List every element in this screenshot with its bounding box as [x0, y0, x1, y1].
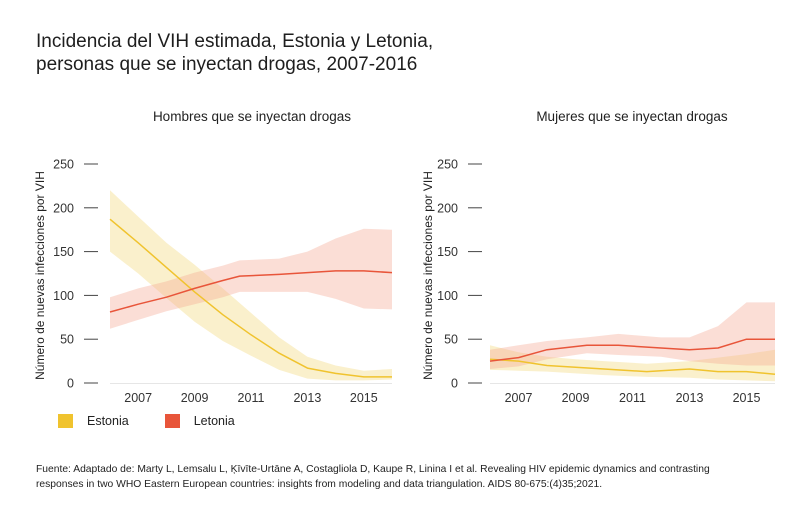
y-tick-label: 0 — [67, 377, 74, 391]
x-tick-label: 2009 — [562, 391, 590, 405]
y-tick-label: 200 — [53, 201, 74, 215]
legend: Estonia Letonia — [58, 414, 271, 428]
series-line-estonia — [489, 358, 776, 375]
confidence-band-letonia — [110, 228, 392, 329]
legend-label-estonia: Estonia — [87, 414, 129, 428]
y-tick-label: 200 — [437, 201, 458, 215]
y-axis-label: Número de nuevas infecciones por VIH — [33, 171, 47, 380]
panel-women: Mujeres que se inyectan drogas Número de … — [421, 109, 776, 405]
legend-swatch-estonia — [58, 414, 73, 428]
y-tick-label: 250 — [437, 158, 458, 172]
x-tick-label: 2013 — [293, 391, 321, 405]
x-tick-label: 2013 — [676, 391, 704, 405]
x-tick-label: 2007 — [505, 391, 533, 405]
chart-title: Incidencia del VIH estimada, Estonia y L… — [36, 30, 596, 76]
source-footnote: Fuente: Adaptado de: Marty L, Lemsalu L,… — [36, 462, 776, 492]
y-tick-label: 0 — [451, 377, 458, 391]
y-tick-label: 100 — [53, 289, 74, 303]
x-tick-label: 2009 — [181, 391, 209, 405]
x-tick-label: 2015 — [733, 391, 761, 405]
y-tick-label: 150 — [437, 245, 458, 259]
x-tick-label: 2011 — [619, 391, 646, 405]
y-tick-label: 50 — [444, 333, 458, 347]
y-tick-label: 50 — [60, 333, 74, 347]
series-line-estonia — [109, 218, 392, 378]
x-tick-label: 2015 — [350, 391, 378, 405]
panel-title: Mujeres que se inyectan drogas — [536, 109, 728, 124]
footnote-line-1: Fuente: Adaptado de: Marty L, Lemsalu L,… — [36, 464, 710, 475]
x-tick-label: 2007 — [124, 391, 152, 405]
confidence-band-estonia — [490, 345, 775, 382]
y-axis-label: Número de nuevas infecciones por VIH — [421, 171, 435, 380]
legend-label-letonia: Letonia — [193, 414, 235, 428]
chart-title-line-1: Incidencia del VIH estimada, Estonia y L… — [36, 31, 434, 52]
chart-title-line-2: personas que se inyectan drogas, 2007-20… — [36, 54, 418, 75]
x-tick-label: 2011 — [238, 391, 265, 405]
confidence-band-estonia — [110, 190, 392, 381]
legend-swatch-letonia — [164, 414, 180, 428]
y-tick-label: 100 — [437, 289, 458, 303]
panel-title: Hombres que se inyectan drogas — [153, 109, 351, 124]
legend-item-estonia: Estonia — [58, 414, 129, 428]
legend-item-letonia: Letonia — [164, 414, 235, 428]
confidence-band-letonia — [490, 302, 775, 369]
y-tick-label: 150 — [53, 245, 74, 259]
y-tick-label: 250 — [53, 158, 74, 172]
series-line-letonia — [489, 338, 775, 362]
panel-men: Hombres que se inyectan drogas Número de … — [33, 109, 393, 405]
series-line-letonia — [109, 270, 393, 313]
footnote-line-2: responses in two WHO Eastern European co… — [36, 479, 603, 490]
